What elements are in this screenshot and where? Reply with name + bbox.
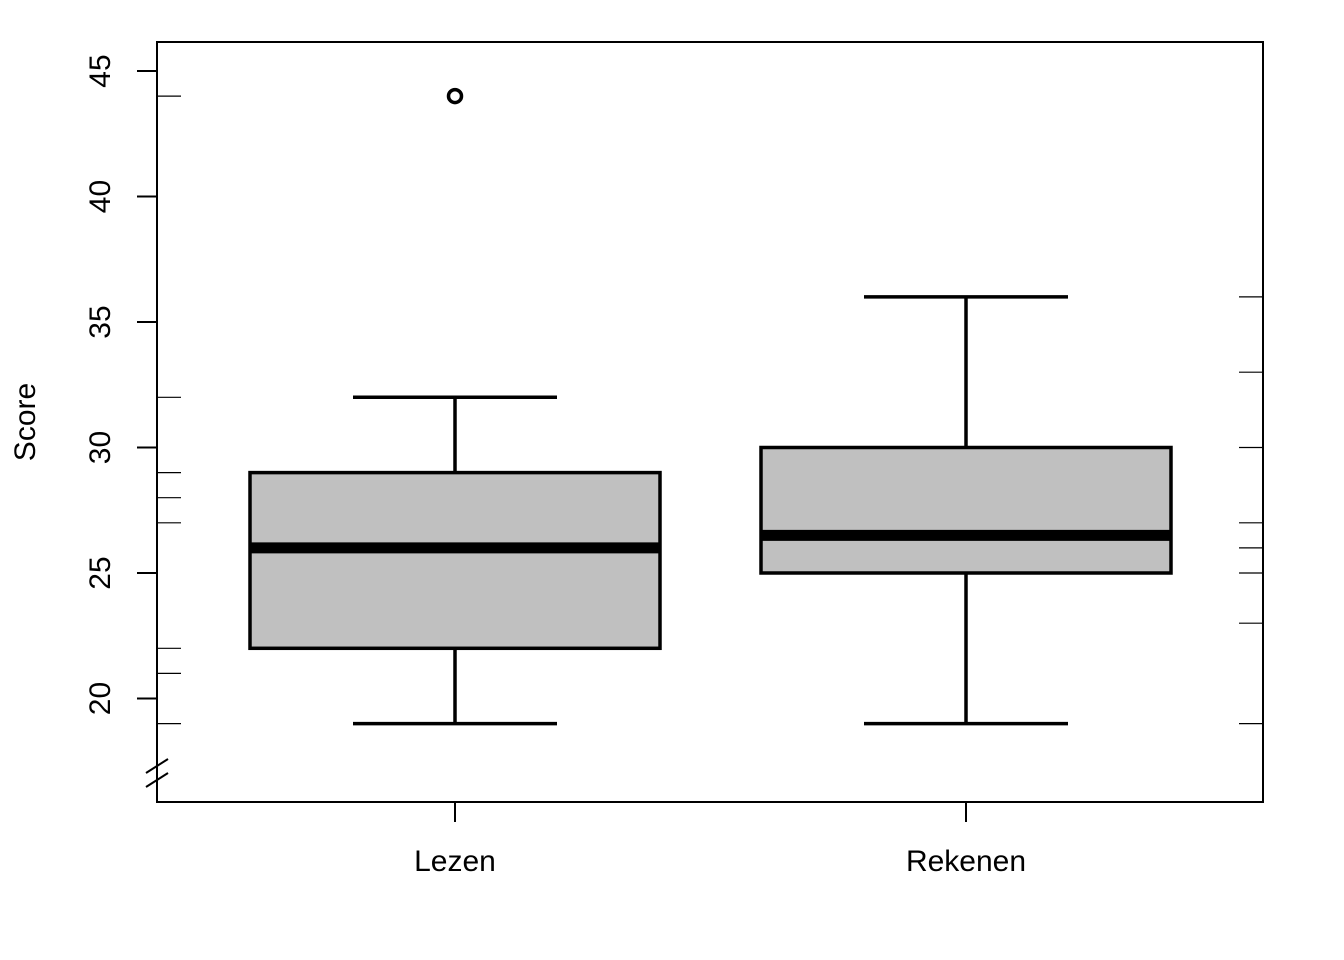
x-category-label: Lezen xyxy=(414,845,496,878)
boxes xyxy=(248,87,1173,726)
iqr-box-lezen xyxy=(248,470,662,651)
x-category-label: Rekenen xyxy=(906,845,1026,878)
y-tick-label: 45 xyxy=(84,54,117,87)
y-tick-label: 30 xyxy=(84,431,117,464)
x-axis: Lezen Rekenen xyxy=(414,802,1026,878)
y-axis: 20 25 30 35 40 45 xyxy=(84,54,157,715)
y-axis-title: Score xyxy=(9,383,42,461)
y-tick-label: 35 xyxy=(84,305,117,338)
y-tick-label: 40 xyxy=(84,180,117,213)
y-tick-label: 25 xyxy=(84,556,117,589)
iqr-box-rekenen xyxy=(759,445,1173,575)
box-rekenen xyxy=(759,295,1173,726)
axis-break-marker xyxy=(145,758,169,788)
plot-frame xyxy=(156,41,1264,803)
outlier-point-lezen xyxy=(446,87,464,105)
y-tick-label: 20 xyxy=(84,682,117,715)
rug-marks xyxy=(157,95,1263,725)
box-lezen xyxy=(248,87,662,726)
